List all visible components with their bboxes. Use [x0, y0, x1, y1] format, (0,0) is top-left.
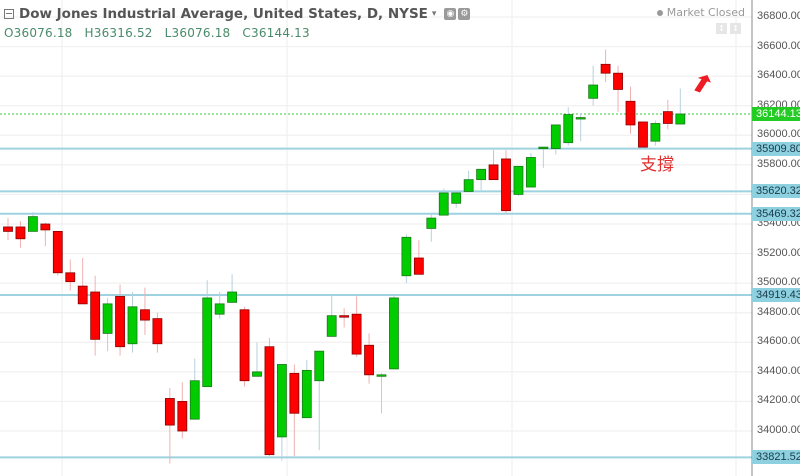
candle — [563, 114, 574, 144]
candle — [152, 318, 163, 345]
candle — [650, 123, 661, 142]
support-price-tag: 33821.52 — [752, 450, 800, 465]
candle — [463, 179, 474, 192]
candle — [513, 165, 524, 195]
candle — [526, 157, 536, 188]
candle — [314, 350, 325, 382]
candle — [339, 315, 350, 318]
candle — [3, 226, 13, 232]
gear-icon[interactable]: ⚙ — [458, 8, 471, 20]
y-tick-label: 35800.00 — [757, 157, 800, 170]
symbol-title[interactable]: Dow Jones Industrial Average, United Sta… — [19, 6, 428, 22]
support-price-tag: 34919.43 — [752, 288, 800, 303]
candle — [90, 291, 101, 340]
candle — [476, 168, 487, 181]
candle — [214, 303, 225, 315]
support-price-tag: 35469.32 — [752, 206, 800, 221]
candle — [276, 364, 287, 438]
high-value: H36316.52 — [84, 26, 153, 40]
support-lines — [0, 147, 752, 459]
candle — [638, 121, 648, 148]
candle — [662, 111, 673, 124]
candle — [613, 72, 623, 90]
y-tick-label: 34400.00 — [757, 364, 800, 377]
candle — [588, 84, 599, 99]
grid-lines — [0, 0, 752, 476]
candle — [40, 223, 51, 231]
y-tick-label: 36600.00 — [757, 39, 800, 52]
y-tick-label: 35200.00 — [757, 246, 800, 259]
up-arrow-icon — [694, 74, 711, 93]
candle — [575, 117, 586, 120]
candle — [376, 374, 387, 377]
y-tick-label: 36800.00 — [757, 10, 800, 22]
candle — [239, 309, 250, 382]
candle — [289, 372, 300, 414]
candle — [15, 226, 26, 240]
y-tick-label: 36000.00 — [757, 128, 800, 141]
candle — [102, 303, 113, 334]
collapse-icon[interactable] — [4, 9, 14, 19]
candle — [77, 285, 88, 305]
scale-buttons: ↕ ↕ — [716, 23, 741, 34]
candle — [501, 158, 511, 212]
support-price-tag: 35909.80 — [752, 141, 800, 156]
market-status: Market Closed — [656, 6, 745, 19]
candle — [438, 192, 449, 216]
candle — [264, 346, 275, 456]
support-price-tag: 35620.32 — [752, 184, 800, 199]
close-value: C36144.13 — [242, 26, 310, 40]
candle — [52, 230, 63, 274]
candle — [364, 344, 374, 376]
candle — [389, 297, 399, 370]
y-tick-label: 36400.00 — [757, 69, 800, 82]
candle — [625, 100, 636, 126]
candle — [301, 369, 312, 419]
y-tick-label: 35000.00 — [757, 276, 800, 289]
candle — [413, 257, 424, 275]
eye-icon[interactable]: ◉ — [444, 8, 457, 20]
candle — [227, 291, 238, 303]
last-price-tag: 36144.13 — [752, 106, 800, 121]
candle — [164, 398, 175, 426]
candle — [675, 113, 686, 125]
candle — [27, 216, 38, 232]
market-status-text: Market Closed — [666, 6, 745, 19]
candle — [140, 309, 150, 321]
candle — [65, 272, 76, 283]
candle — [351, 313, 362, 355]
support-annotation: 支撐 — [640, 155, 674, 175]
candle — [426, 217, 437, 229]
y-tick-label: 34000.00 — [757, 424, 800, 436]
candle — [115, 296, 125, 348]
candle — [538, 146, 549, 150]
candle — [252, 371, 262, 377]
y-tick-label: 34600.00 — [757, 335, 800, 348]
candle — [326, 315, 337, 337]
candle — [202, 297, 213, 388]
candles — [3, 49, 686, 464]
y-tick-label: 34800.00 — [757, 305, 800, 318]
candle — [127, 306, 138, 345]
candle — [488, 164, 499, 181]
candle — [401, 236, 412, 277]
status-dot-icon — [656, 10, 663, 16]
open-value: O36076.18 — [4, 26, 73, 40]
low-value: L36076.18 — [164, 26, 231, 40]
y-tick-label: 34200.00 — [757, 394, 800, 407]
candle — [177, 401, 188, 432]
chart-header: Dow Jones Industrial Average, United Sta… — [4, 4, 471, 40]
candle — [600, 63, 611, 74]
ohlc-values: O36076.18 H36316.52 L36076.18 C36144.13 — [4, 26, 470, 40]
scale-toggle-icon[interactable]: ↕ — [730, 23, 741, 34]
candle — [189, 380, 200, 420]
chevron-down-icon[interactable]: ▾ — [431, 9, 437, 19]
candle — [451, 192, 462, 204]
scale-toggle-icon[interactable]: ↕ — [716, 23, 727, 34]
candle — [550, 124, 561, 149]
